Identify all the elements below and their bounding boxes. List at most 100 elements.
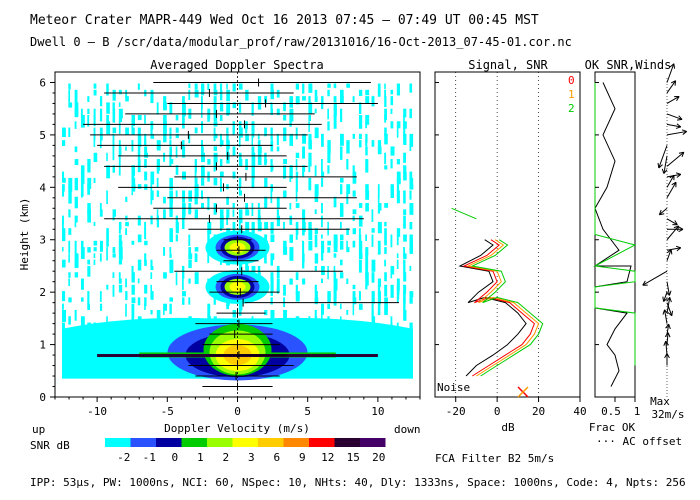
wind-arrow-head — [675, 126, 681, 129]
wind-arrows — [642, 63, 688, 397]
wind-arrow — [666, 174, 675, 188]
spectra-noise-cell — [270, 108, 273, 115]
spectra-noise-cell — [346, 184, 351, 195]
spectra-noise-cell — [93, 114, 96, 127]
spectra-noise-cell — [62, 221, 64, 229]
spectra-noise-cell — [257, 203, 260, 209]
wind-arrow-head — [666, 353, 670, 359]
wind-arrow-shaft — [659, 207, 668, 216]
spectra-noise-cell — [264, 127, 267, 137]
spectra-noise-cell — [175, 190, 178, 197]
spectra-noise-cell — [68, 127, 71, 138]
spectra-noise-cell — [352, 297, 357, 305]
spectra-noise-cell — [333, 96, 337, 103]
wind-arrow-head — [659, 213, 665, 216]
spectra-noise-cell — [371, 234, 374, 247]
wind-arrow — [666, 151, 685, 167]
spectra-noise-cell — [333, 196, 337, 208]
spectra-noise-cell — [188, 190, 193, 202]
spectra-noise-cell — [175, 133, 179, 139]
spectra-noise-cell — [118, 102, 121, 107]
spectra-noise-cell — [80, 108, 83, 121]
wind-arrow — [666, 129, 688, 136]
wind-arrow-shaft — [666, 281, 670, 296]
spectra-noise-cell — [409, 265, 412, 271]
spectra-noise-cell — [245, 159, 248, 171]
velocity-mark — [242, 298, 399, 307]
spectra-noise-cell — [201, 165, 205, 178]
spectra-noise-cell — [68, 272, 71, 278]
spectra-noise-cell — [163, 209, 166, 219]
spectra-noise-cell — [396, 259, 399, 269]
spectra-noise-cell — [289, 203, 292, 210]
wind-arrow-shaft — [666, 302, 673, 316]
spectra-noise-cell — [295, 203, 300, 208]
spectra-noise-cell — [131, 190, 134, 196]
spectra-noise-cell — [144, 253, 147, 262]
wind-arrow — [666, 113, 683, 121]
velocity-mark — [90, 130, 308, 139]
frac-ok-series-line — [593, 82, 637, 366]
spectra-noise-cell — [346, 247, 350, 253]
wind-arrow — [666, 225, 680, 241]
spectra-noise-cell — [106, 152, 108, 162]
wind-arrow-head — [658, 209, 662, 215]
velocity-mark — [195, 372, 280, 381]
spectra-noise-cell — [365, 146, 368, 156]
spectra-noise-cell — [403, 272, 407, 282]
snr-grid — [455, 72, 539, 397]
wind-arrow-shaft — [666, 130, 687, 136]
spectra-noise-cell — [245, 203, 249, 210]
spectra-noise-cell — [87, 247, 91, 253]
spectra-noise-cell — [232, 171, 236, 179]
spectra-noise-cell — [219, 209, 224, 221]
wind-arrow — [658, 207, 668, 216]
wind-arrow-shaft — [666, 174, 675, 188]
spectra-noise-cell — [137, 297, 141, 306]
spectra-noise-cell — [118, 284, 123, 293]
spectra-noise-cell — [321, 133, 324, 147]
spectra-noise-cell — [365, 159, 369, 173]
spectra-noise-cell — [87, 209, 91, 223]
colorbar-cell — [232, 438, 258, 447]
spectra-noise-cell — [106, 102, 110, 114]
spectra-noise-cell — [257, 209, 261, 224]
spectra-noise-cell — [308, 114, 311, 122]
spectra-noise-cell — [283, 102, 286, 112]
velocity-mark — [167, 193, 357, 202]
spectra-noise-cell — [257, 133, 260, 140]
wind-arrow-head — [669, 174, 675, 179]
spectra-noise-cell — [226, 196, 229, 205]
spectra-noise-cell — [295, 190, 298, 202]
velocity-mark — [195, 319, 273, 328]
spectra-noise-cell — [213, 96, 217, 103]
spectra-noise-cell — [99, 96, 103, 107]
spectra-noise-cell — [396, 127, 399, 138]
spectra-noise-cell — [302, 278, 306, 285]
spectra-noise-cell — [396, 83, 401, 96]
spectra-noise-cell — [339, 184, 343, 195]
spectra-noise-cell — [365, 265, 369, 279]
spectra-noise-cell — [194, 272, 199, 285]
velocity-mark — [223, 235, 252, 244]
spectra-noise-cell — [219, 177, 222, 192]
wind-arrow-shaft — [642, 270, 668, 286]
spectra-noise-cell — [74, 177, 78, 191]
spectra-noise-cell — [74, 272, 79, 278]
spectra-noise-cell — [270, 309, 275, 319]
spectra-noise-cell — [251, 121, 255, 135]
spectra-noise-cell — [314, 89, 318, 97]
ok-x-tick-label: 1 — [634, 405, 641, 418]
spectra-noise-cell — [163, 272, 167, 279]
spectra-noise-cell — [358, 259, 362, 273]
wind-arrow — [666, 297, 672, 314]
spectra-noise-cell — [264, 196, 268, 205]
spectra-noise-cell — [169, 190, 174, 204]
spectra-noise-cell — [213, 177, 218, 186]
y-tick-label: 4 — [39, 181, 46, 194]
spectra-noise-cell — [352, 133, 355, 139]
colorbar-tick-label: 15 — [347, 451, 360, 464]
spectra-noise-cell — [390, 272, 393, 279]
spectra-noise-cell — [251, 102, 254, 116]
